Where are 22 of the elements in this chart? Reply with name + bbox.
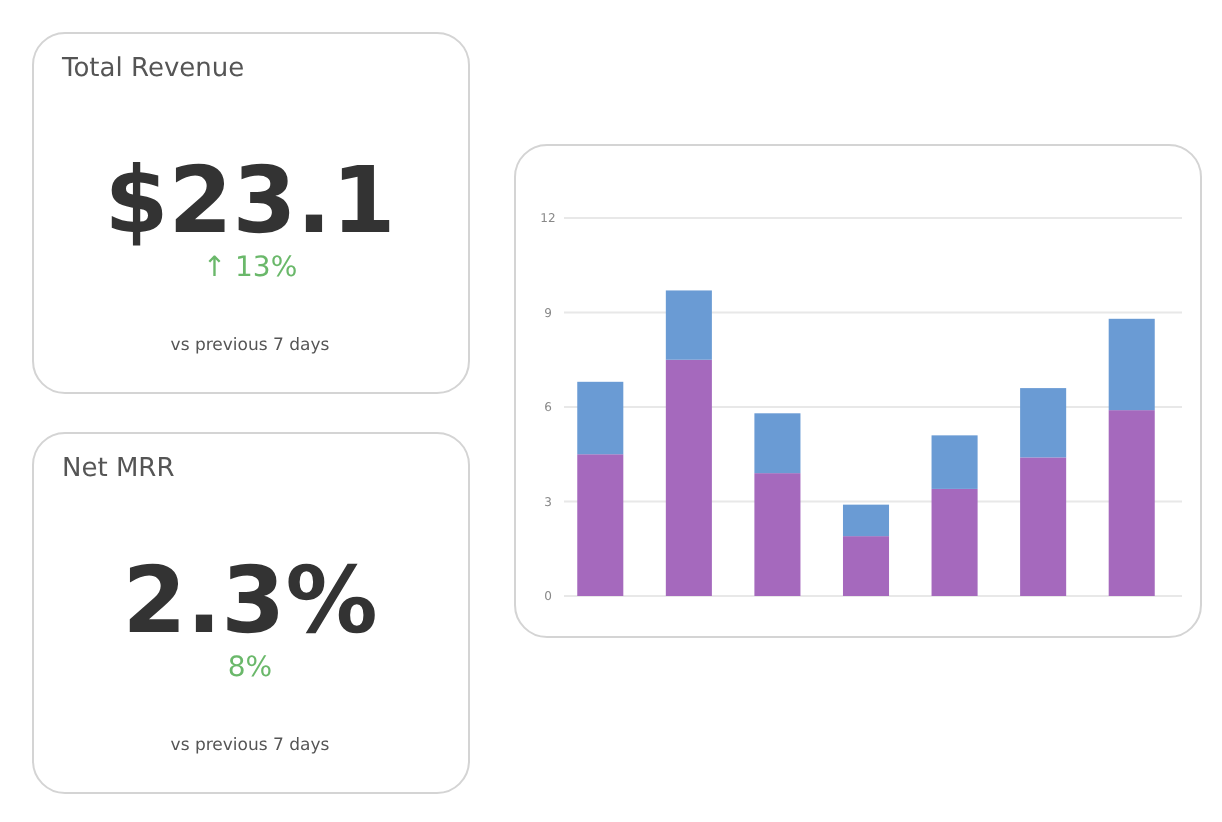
bar	[577, 381, 624, 455]
bar	[1108, 318, 1155, 411]
text: vs previous 7 days	[170, 736, 331, 756]
bar	[842, 504, 890, 537]
bar	[1020, 388, 1067, 458]
bar	[754, 413, 801, 474]
bar	[842, 536, 890, 596]
text: 8%	[227, 652, 273, 684]
bar	[1020, 457, 1067, 596]
text: $23.1	[104, 146, 396, 254]
bar	[1108, 410, 1155, 596]
text: vs previous 7 days	[170, 336, 331, 356]
text: Net MRR	[62, 454, 175, 484]
bar	[665, 290, 712, 360]
bar	[577, 454, 624, 596]
bar	[931, 435, 978, 489]
bar	[754, 473, 801, 596]
bar	[665, 359, 712, 596]
bar	[931, 488, 978, 596]
text: Total Revenue	[60, 54, 245, 84]
text: 2.3%	[122, 546, 378, 654]
text: ↑ 13%	[202, 252, 298, 284]
